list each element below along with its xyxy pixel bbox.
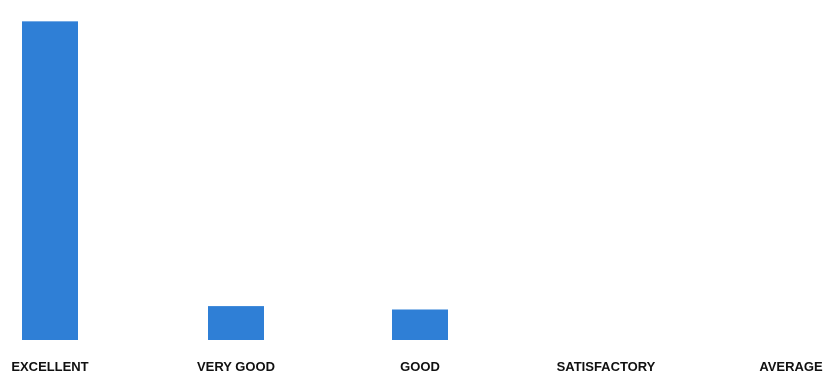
bar-excellent — [22, 21, 78, 341]
bar-good — [392, 309, 448, 340]
x-tick-label-excellent: EXCELLENT — [11, 359, 88, 374]
category-labels-group: EXCELLENT VERY GOOD GOOD SATISFACTORY AVERAG… — [11, 359, 823, 374]
x-tick-label-good: GOOD — [400, 359, 440, 374]
bar-very-good — [208, 306, 264, 340]
x-tick-label-satisfactory: SATISFACTORY — [557, 359, 656, 374]
x-tick-label-average: AVERAGE — [759, 359, 823, 374]
bars-group — [22, 21, 448, 341]
x-tick-label-very-good: VERY GOOD — [197, 359, 275, 374]
